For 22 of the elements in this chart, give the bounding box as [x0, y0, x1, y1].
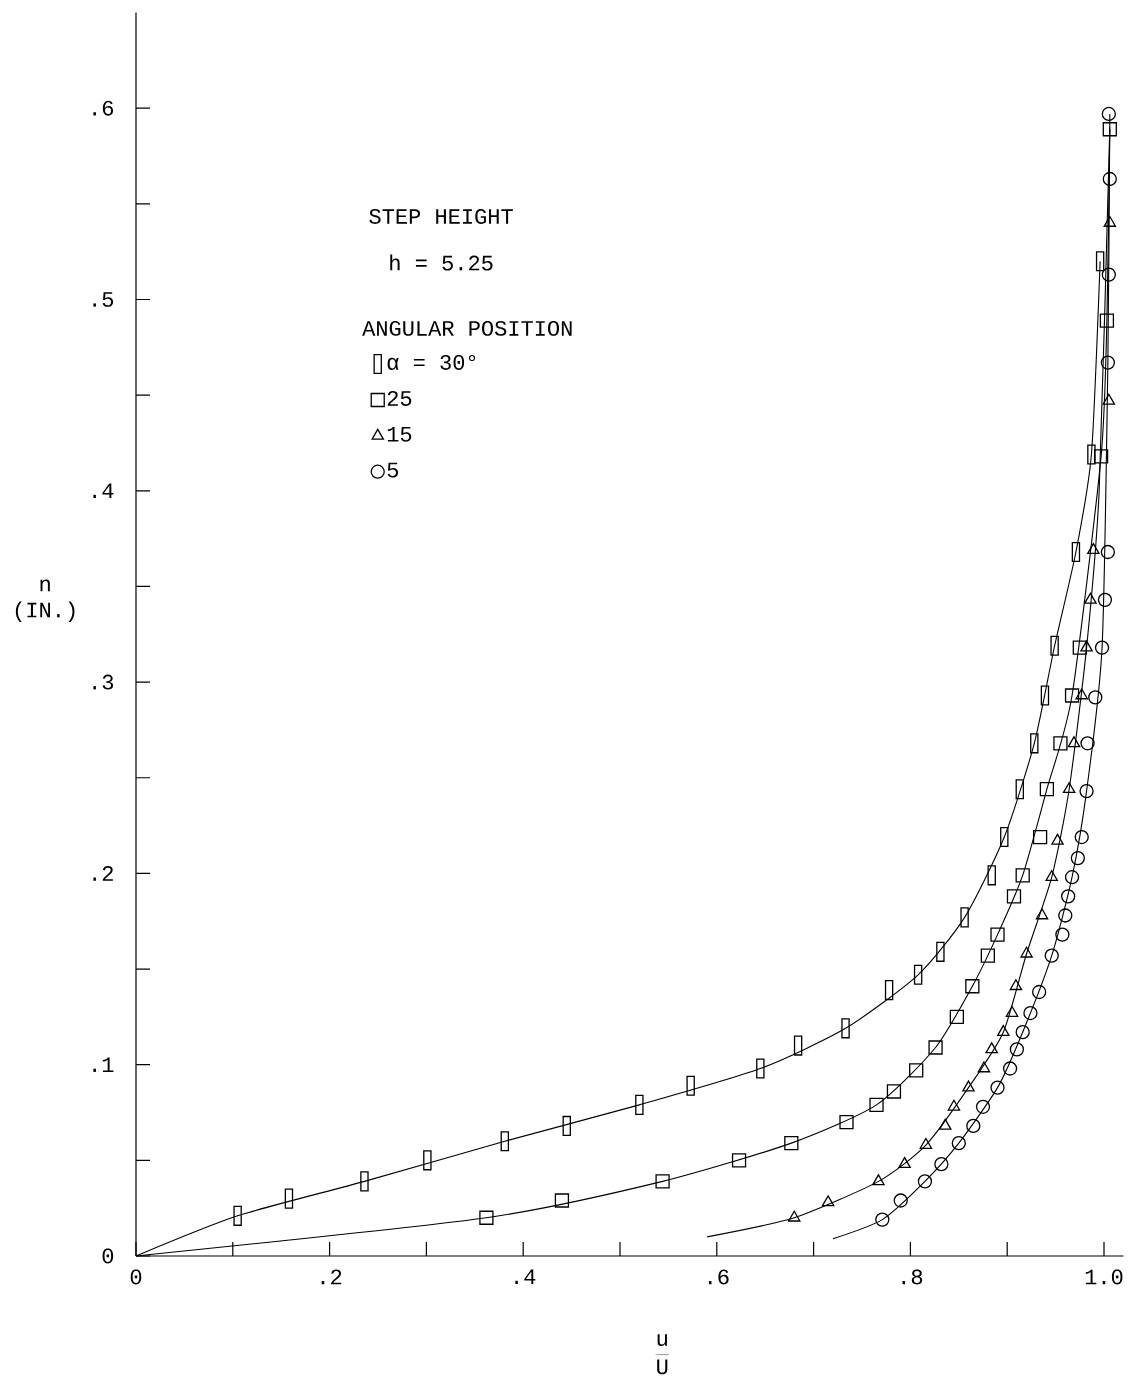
legend-title: ANGULAR POSITION [362, 320, 572, 336]
y-tick-label: .4 [93, 483, 114, 499]
x-tick-label: .6 [708, 1269, 729, 1285]
legend-label: 5 [387, 462, 399, 478]
y-axis-title: n (IN.) [15, 579, 75, 622]
x-tick-label: .8 [902, 1269, 923, 1285]
annotation: h = 5.25 [390, 254, 493, 271]
y-tick-label: .6 [93, 100, 114, 116]
x-tick-label: .4 [515, 1269, 536, 1285]
x-axis-title: $\frac{\mathrm{u}}{\mathrm{U}}$ [655, 1334, 669, 1375]
y-tick-label: 0 [102, 1248, 114, 1264]
annotation: STEP HEIGHT [369, 209, 513, 224]
legend-label: α = 30° [387, 354, 476, 370]
x-tick-label: 1.0 [1085, 1269, 1123, 1285]
x-tick-label: 0 [130, 1269, 142, 1285]
y-tick-label: .2 [93, 866, 113, 881]
y-tick-label: .3 [93, 674, 114, 690]
x-tick-label: .2 [321, 1269, 342, 1285]
legend-label: 25 [387, 390, 412, 406]
legend-label: 15 [387, 427, 412, 442]
y-tick-label: .1 [93, 1057, 114, 1072]
y-tick-label: .5 [93, 292, 114, 307]
